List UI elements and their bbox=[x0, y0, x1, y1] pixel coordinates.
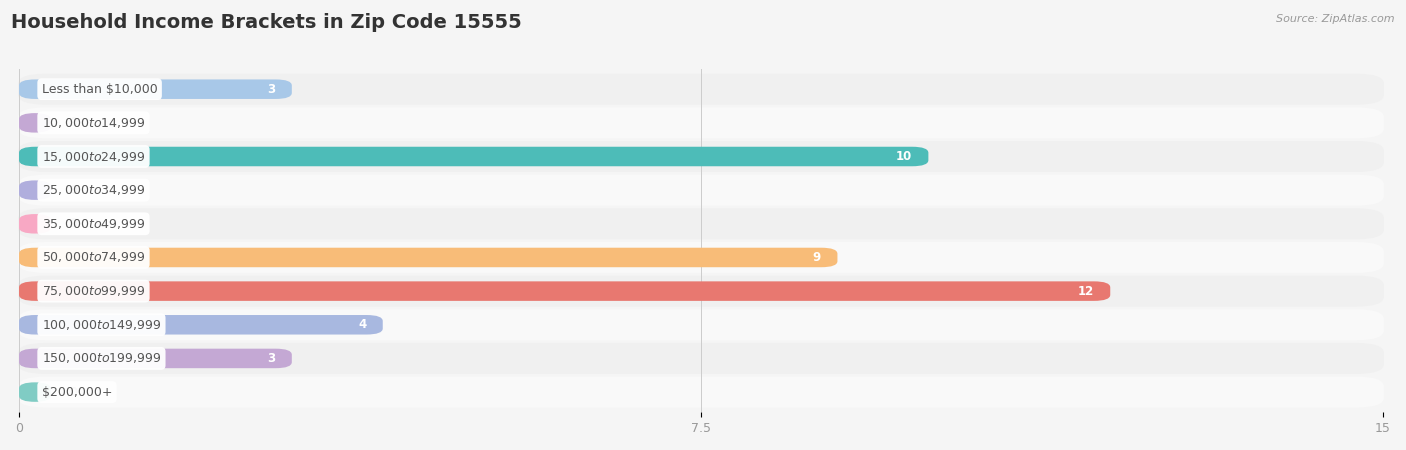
FancyBboxPatch shape bbox=[20, 214, 51, 234]
FancyBboxPatch shape bbox=[18, 377, 1384, 408]
FancyBboxPatch shape bbox=[18, 175, 1384, 206]
Text: Household Income Brackets in Zip Code 15555: Household Income Brackets in Zip Code 15… bbox=[11, 14, 522, 32]
Text: $25,000 to $34,999: $25,000 to $34,999 bbox=[42, 183, 145, 197]
FancyBboxPatch shape bbox=[20, 248, 838, 267]
FancyBboxPatch shape bbox=[20, 113, 51, 133]
FancyBboxPatch shape bbox=[18, 208, 1384, 239]
FancyBboxPatch shape bbox=[18, 108, 1384, 138]
FancyBboxPatch shape bbox=[18, 74, 1384, 105]
Text: $100,000 to $149,999: $100,000 to $149,999 bbox=[42, 318, 162, 332]
Text: Source: ZipAtlas.com: Source: ZipAtlas.com bbox=[1277, 14, 1395, 23]
FancyBboxPatch shape bbox=[20, 349, 292, 368]
Text: $10,000 to $14,999: $10,000 to $14,999 bbox=[42, 116, 145, 130]
Text: $15,000 to $24,999: $15,000 to $24,999 bbox=[42, 149, 145, 163]
FancyBboxPatch shape bbox=[18, 242, 1384, 273]
Text: $150,000 to $199,999: $150,000 to $199,999 bbox=[42, 351, 162, 365]
FancyBboxPatch shape bbox=[20, 281, 1111, 301]
Text: $35,000 to $49,999: $35,000 to $49,999 bbox=[42, 217, 145, 231]
Text: $50,000 to $74,999: $50,000 to $74,999 bbox=[42, 251, 145, 265]
Text: 0: 0 bbox=[69, 217, 77, 230]
FancyBboxPatch shape bbox=[18, 276, 1384, 306]
FancyBboxPatch shape bbox=[18, 343, 1384, 374]
Text: 12: 12 bbox=[1077, 284, 1094, 297]
Text: 0: 0 bbox=[69, 184, 77, 197]
Text: 0: 0 bbox=[69, 117, 77, 129]
FancyBboxPatch shape bbox=[18, 141, 1384, 172]
Text: 9: 9 bbox=[813, 251, 821, 264]
FancyBboxPatch shape bbox=[18, 309, 1384, 340]
Text: $75,000 to $99,999: $75,000 to $99,999 bbox=[42, 284, 145, 298]
FancyBboxPatch shape bbox=[20, 180, 51, 200]
Text: Less than $10,000: Less than $10,000 bbox=[42, 83, 157, 96]
Text: 0: 0 bbox=[69, 386, 77, 399]
FancyBboxPatch shape bbox=[20, 147, 928, 166]
Text: $200,000+: $200,000+ bbox=[42, 386, 112, 399]
Text: 10: 10 bbox=[896, 150, 912, 163]
Text: 3: 3 bbox=[267, 83, 276, 96]
FancyBboxPatch shape bbox=[20, 80, 292, 99]
Text: 4: 4 bbox=[359, 318, 367, 331]
FancyBboxPatch shape bbox=[20, 315, 382, 334]
Text: 3: 3 bbox=[267, 352, 276, 365]
FancyBboxPatch shape bbox=[20, 382, 51, 402]
